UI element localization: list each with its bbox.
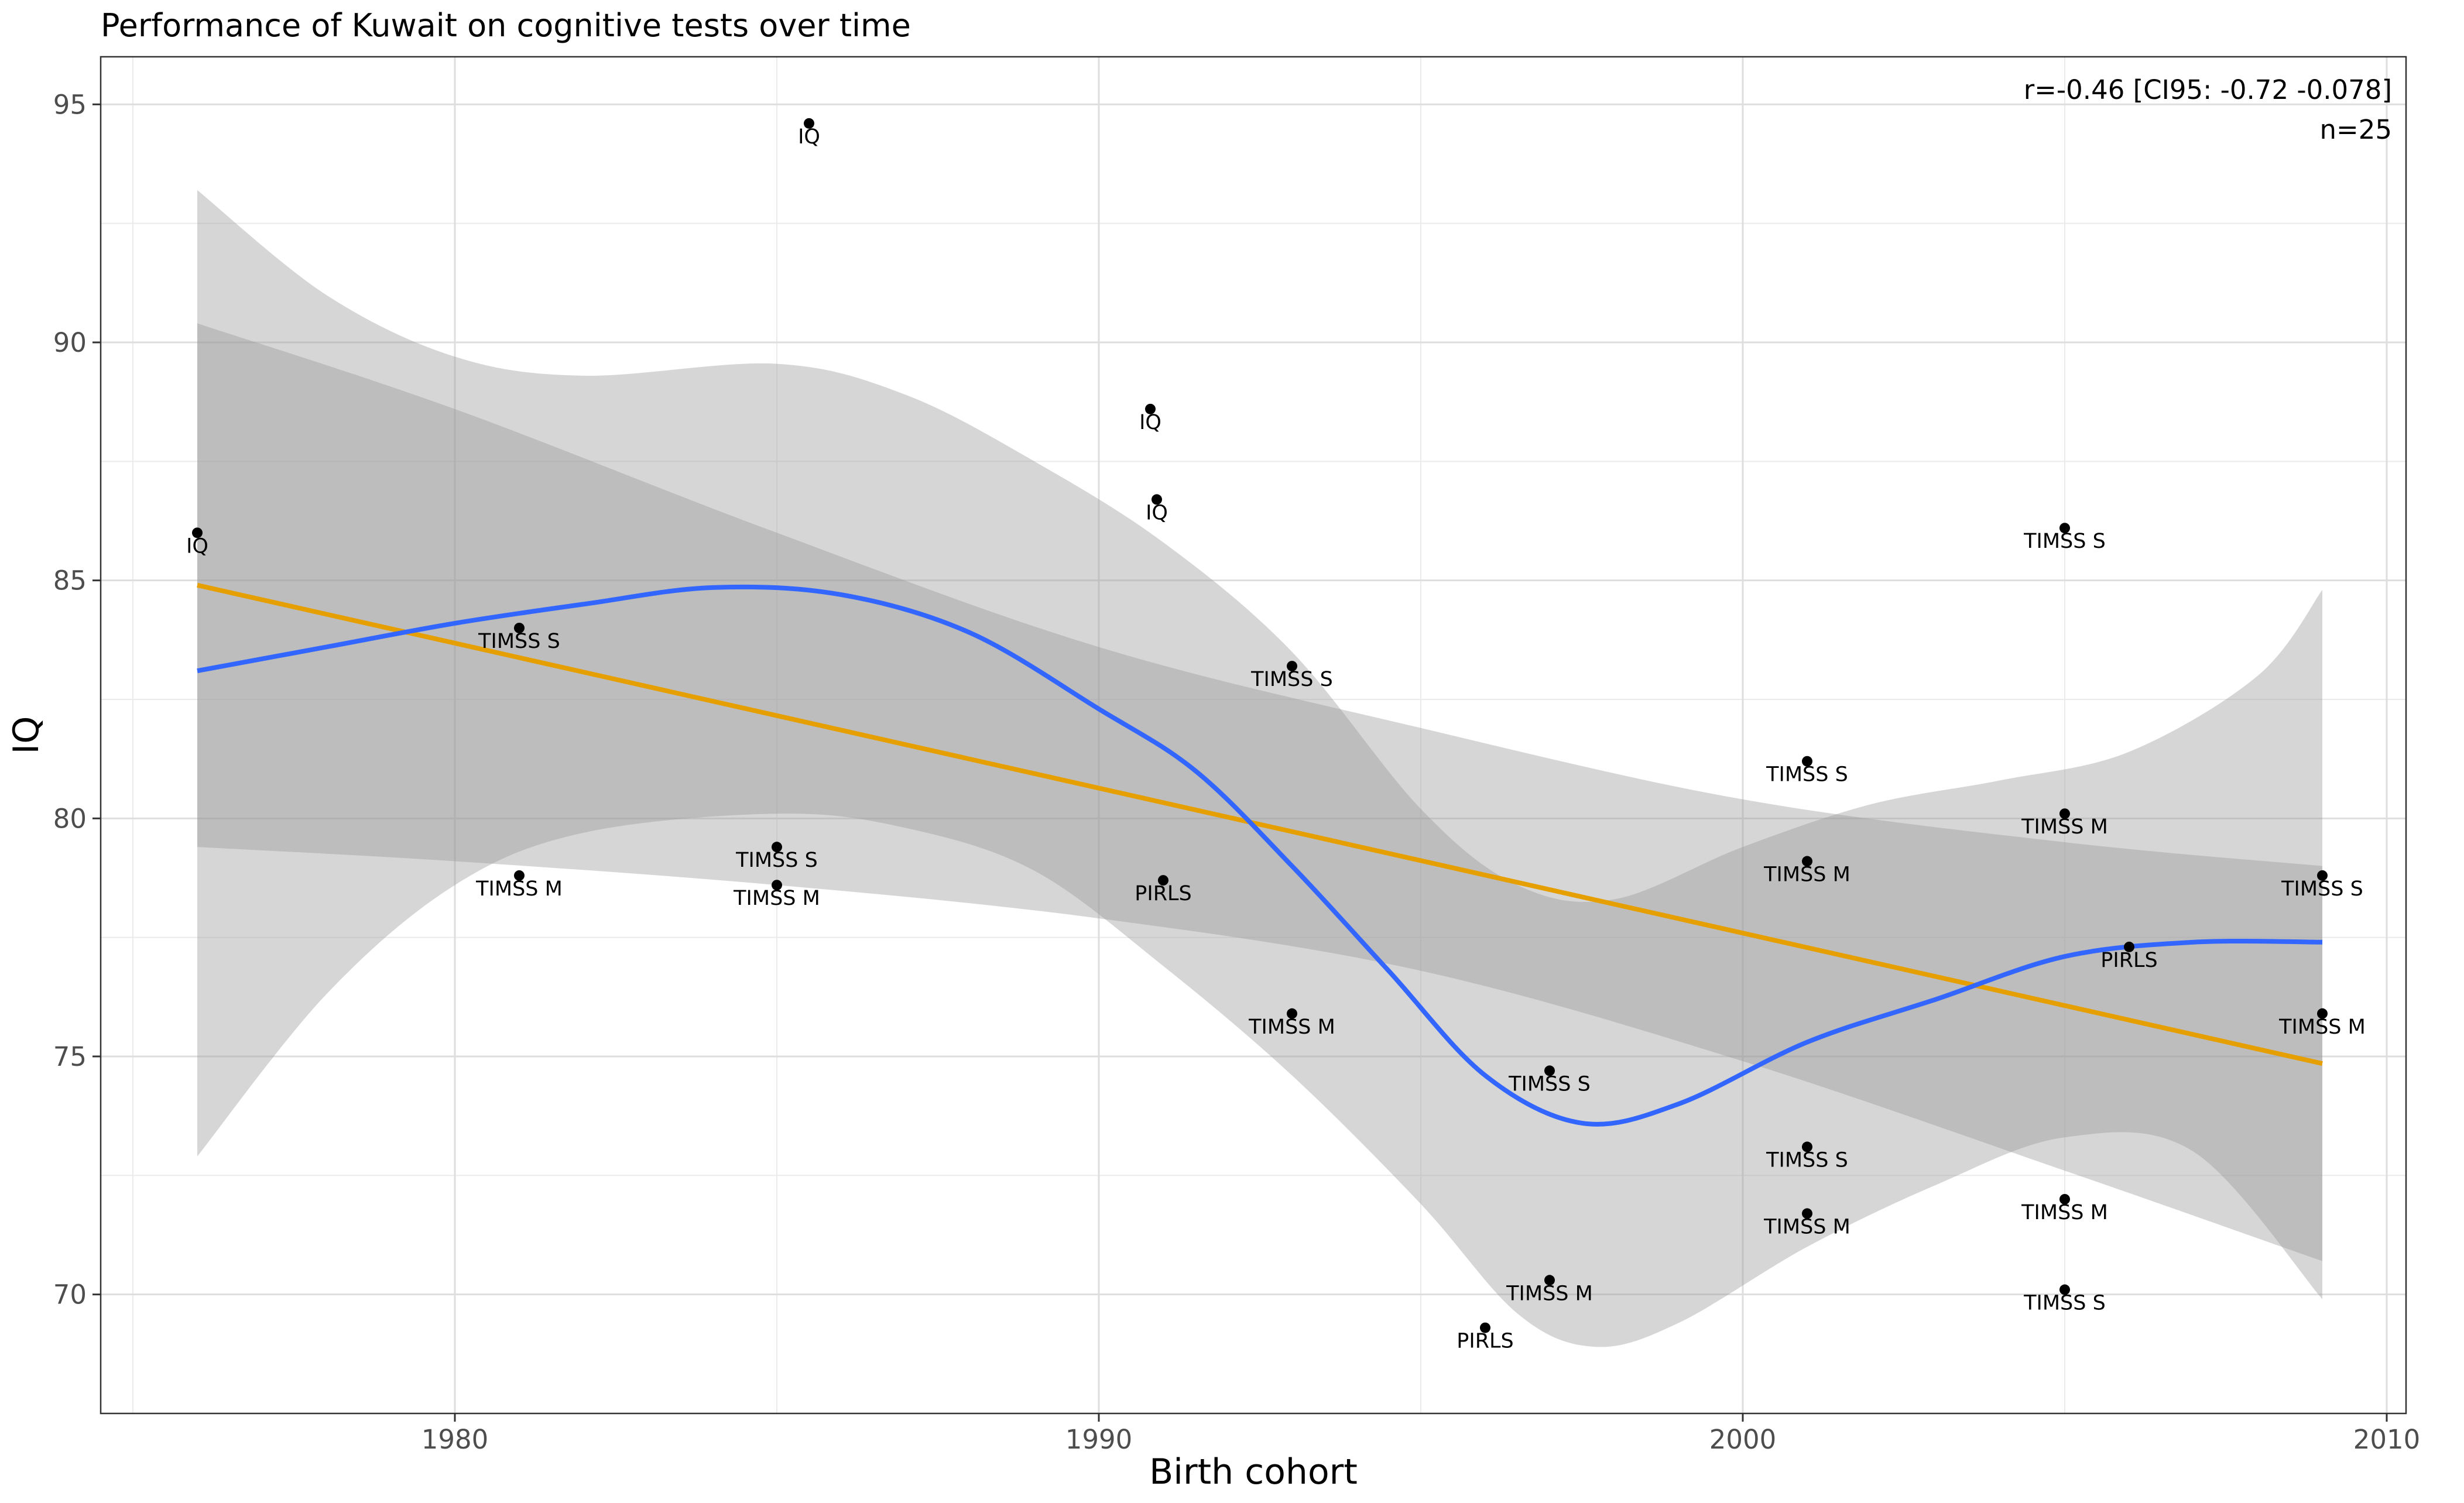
x-tick-label: 2000 [1709, 1424, 1777, 1455]
correlation-annotation: r=-0.46 [CI95: -0.72 -0.078] n=25 [2024, 74, 2392, 145]
panel-border [100, 56, 2407, 1415]
data-point [2059, 1194, 2070, 1205]
data-point [1287, 1008, 1297, 1019]
data-point [1802, 856, 1812, 867]
data-point-label: TIMSS M [2021, 815, 2108, 839]
data-point [2124, 941, 2134, 952]
correlation-annotation-line: r=-0.46 [CI95: -0.72 -0.078] [2024, 74, 2392, 105]
grid [101, 57, 2406, 1413]
point-labels: IQ IQ IQ IQ TIMSS S TIMSS M TIMSS S TIMSS M PIRL… [186, 125, 2366, 1353]
data-point-label: TIMSS M [475, 877, 563, 901]
data-point-label: IQ [798, 125, 820, 149]
fit-lines [197, 582, 2323, 1127]
data-point-label: IQ [1139, 411, 1161, 434]
data-point [1802, 1208, 1812, 1219]
x-tick-label: 1990 [1065, 1424, 1133, 1455]
data-point [1152, 494, 1162, 505]
data-point [1158, 875, 1168, 886]
x-tick-label: 2010 [2353, 1424, 2421, 1455]
data-point [2317, 870, 2328, 881]
data-point [192, 527, 203, 538]
data-point-label: PIRLS [2100, 949, 2157, 972]
data-point-label: TIMSS S [1250, 668, 1333, 691]
linear-fit-line [197, 582, 2323, 1066]
data-point-label: PIRLS [1457, 1330, 1513, 1353]
data-point [1480, 1322, 1490, 1333]
data-point-label: TIMSS M [1763, 863, 1850, 887]
data-point-label: TIMSS M [1763, 1215, 1850, 1238]
data-point [1145, 403, 1156, 414]
y-tick-label: 70 [53, 1279, 87, 1310]
data-point-label: PIRLS [1135, 882, 1191, 905]
y-tick-label: 90 [53, 327, 87, 358]
data-point-label: TIMSS S [1508, 1072, 1591, 1096]
data-point [1544, 1275, 1555, 1286]
y-tick-label: 85 [53, 565, 87, 596]
y-tick-label: 80 [53, 803, 87, 834]
data-point-label: IQ [186, 534, 208, 558]
data-point [514, 623, 525, 633]
data-point [772, 880, 782, 891]
data-point [1802, 756, 1812, 767]
loess-fit-line [197, 584, 2323, 1127]
data-point [514, 870, 525, 881]
x-tick-label: 1980 [421, 1424, 489, 1455]
data-point-label: TIMSS M [1248, 1015, 1335, 1039]
y-axis-title: IQ [6, 716, 47, 754]
data-point-label: TIMSS S [1766, 763, 1848, 787]
data-point-label: IQ [1146, 501, 1168, 524]
data-point-label: TIMSS S [2023, 530, 2106, 553]
data-point-label: TIMSS S [2281, 877, 2363, 901]
y-tick-label: 75 [53, 1041, 87, 1072]
axis-ticks: 1980 1990 2000 2010 70 75 80 85 90 95 [53, 89, 2421, 1455]
data-point-label: TIMSS M [2278, 1015, 2366, 1039]
chart-title: Performance of Kuwait on cognitive tests… [101, 7, 911, 44]
data-point-label: TIMSS M [733, 887, 820, 910]
data-point-label: TIMSS S [735, 849, 818, 872]
linear-confidence-band [197, 323, 2322, 1261]
y-tick-label: 95 [53, 89, 87, 120]
data-point [1802, 1141, 1812, 1152]
data-point-label: TIMSS S [2023, 1292, 2106, 1315]
data-point-label: TIMSS M [2021, 1201, 2108, 1224]
data-point [772, 842, 782, 853]
data-points [192, 118, 2328, 1333]
confidence-bands [197, 190, 2322, 1347]
x-axis-title: Birth cohort [1149, 1451, 1358, 1492]
data-point [804, 118, 814, 129]
data-point-label: TIMSS S [1766, 1149, 1848, 1172]
data-point [1544, 1065, 1555, 1076]
data-point [2059, 1284, 2070, 1295]
data-point-label: TIMSS S [478, 630, 560, 653]
data-point [2059, 808, 2070, 819]
correlation-annotation-line: n=25 [2320, 114, 2393, 145]
data-point-label: TIMSS M [1506, 1282, 1593, 1305]
data-point [2059, 523, 2070, 534]
data-point [1287, 661, 1297, 672]
loess-confidence-band [197, 190, 2322, 1347]
data-point [2317, 1008, 2328, 1019]
